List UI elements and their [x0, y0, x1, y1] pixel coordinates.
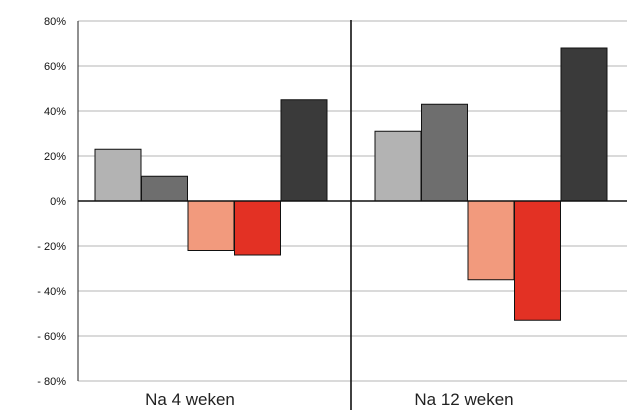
- y-tick-label: - 20%: [37, 241, 66, 253]
- y-tick-label: 60%: [44, 61, 66, 73]
- y-tick-label: - 60%: [37, 331, 66, 343]
- bar: [234, 200, 281, 256]
- y-tick-label: 40%: [44, 106, 66, 118]
- y-tick-label: 0%: [50, 196, 66, 208]
- bar: [421, 103, 468, 202]
- y-tick-label: - 80%: [37, 376, 66, 388]
- y-tick-label: 20%: [44, 151, 66, 163]
- bars: [94, 47, 608, 321]
- bar: [94, 148, 142, 202]
- gridlines: [78, 20, 627, 382]
- category-label: Na 4 weken: [145, 390, 235, 409]
- category-labels: Na 4 weken Na 12 weken: [145, 390, 514, 409]
- bar: [374, 130, 422, 202]
- bar: [467, 200, 515, 281]
- y-tick-label: - 40%: [37, 286, 66, 298]
- y-tick-label: 80%: [44, 16, 66, 28]
- category-label: Na 12 weken: [414, 390, 513, 409]
- bar: [141, 175, 188, 202]
- bar: [560, 47, 608, 202]
- bar: [514, 200, 561, 321]
- y-axis-tick-labels: 80% 60% 40% 20% 0% - 20% - 40% - 60% - 80%: [37, 16, 66, 388]
- axes: [77, 20, 627, 410]
- bar: [187, 200, 235, 251]
- bar: [280, 99, 328, 202]
